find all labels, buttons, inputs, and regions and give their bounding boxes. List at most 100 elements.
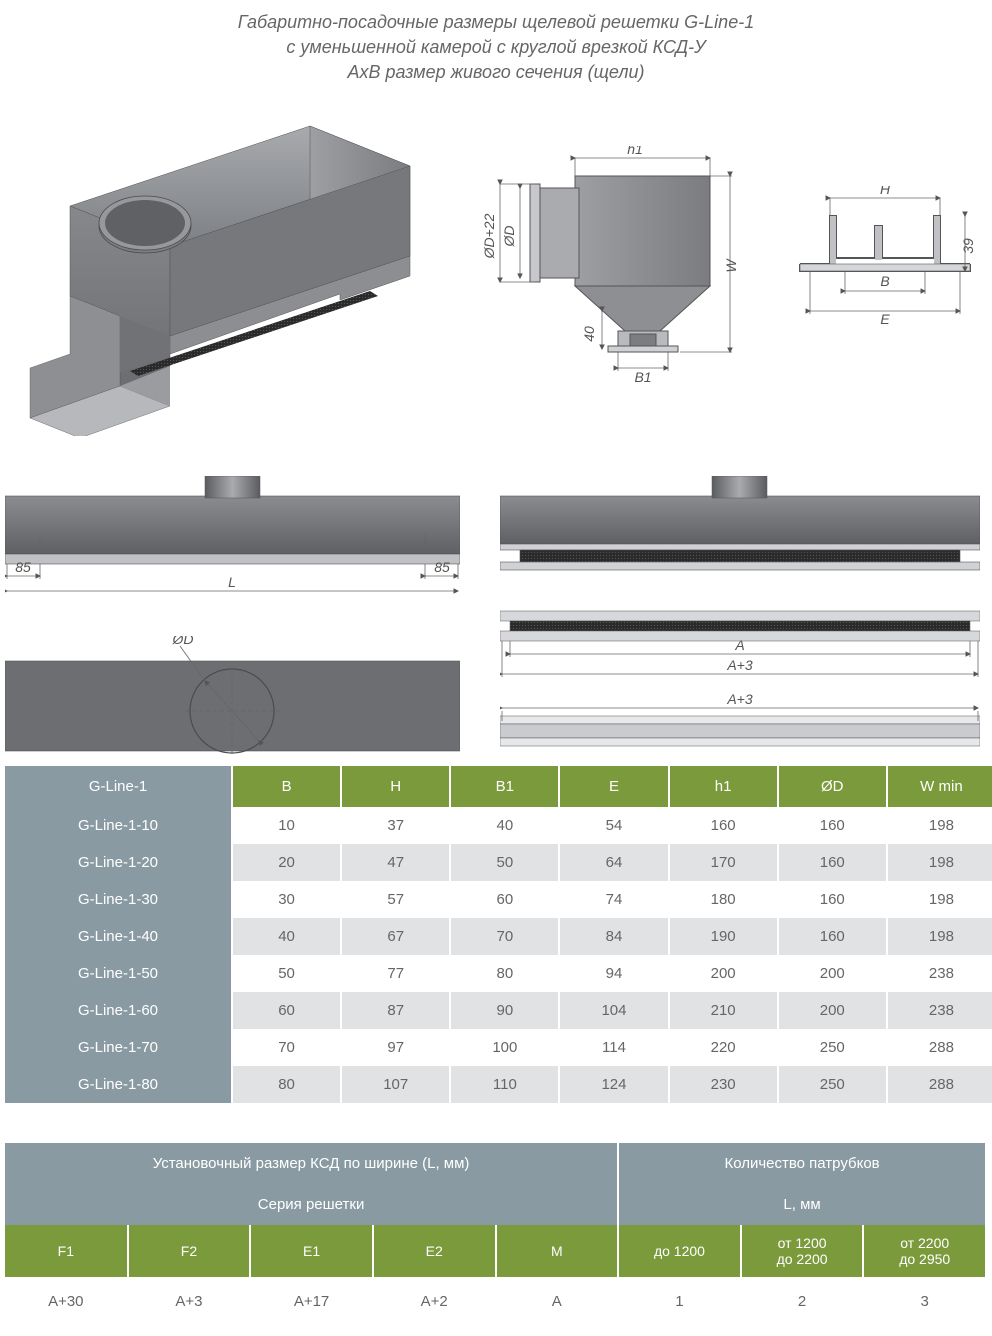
table-cell: 30 (232, 881, 341, 918)
dim-40: 40 (581, 326, 597, 342)
table2-col-header: F2 (128, 1225, 251, 1277)
dim-85a: 85 (15, 559, 31, 575)
dim-b1: B1 (634, 369, 651, 385)
dim-H: H (880, 186, 891, 197)
table-cell: 20 (232, 844, 341, 881)
dimensions-table: G-Line-1 B H B1 E h1 ØD W min G-Line-1-1… (5, 766, 992, 1103)
table-cell: 250 (778, 1029, 887, 1066)
table-cell: 198 (887, 807, 992, 844)
dim-A3a: A+3 (726, 657, 753, 673)
t1h4: E (559, 766, 668, 807)
dim-w: W (723, 257, 739, 272)
table-cell: 80 (450, 955, 559, 992)
table-cell: 10 (232, 807, 341, 844)
table-cell: 3 (863, 1277, 986, 1326)
table-cell: 198 (887, 881, 992, 918)
table-cell: G-Line-1-30 (5, 881, 232, 918)
isometric-view (10, 116, 430, 436)
table1-header-row: G-Line-1 B H B1 E h1 ØD W min (5, 766, 992, 807)
table-cell: 110 (450, 1066, 559, 1103)
table-cell: 70 (450, 918, 559, 955)
dim-A: A (734, 637, 744, 653)
table-cell: 160 (669, 807, 778, 844)
table-cell: 114 (559, 1029, 668, 1066)
t2-top-left: Установочный размер КСД по ширине (L, мм… (5, 1143, 618, 1184)
title-line-2: с уменьшенной камерой с круглой врезкой … (40, 35, 952, 60)
table-row: G-Line-1-2020475064170160198 (5, 844, 992, 881)
t1h1: B (232, 766, 341, 807)
t1h3: B1 (450, 766, 559, 807)
dim-L: L (228, 574, 236, 590)
table-cell: 90 (450, 992, 559, 1029)
table-row: G-Line-1-3030576074180160198 (5, 881, 992, 918)
table-cell: 70 (232, 1029, 341, 1066)
table2-col-header: до 1200 (618, 1225, 741, 1277)
table-cell: 230 (669, 1066, 778, 1103)
table-cell: 160 (778, 881, 887, 918)
table-cell: 124 (559, 1066, 668, 1103)
table-cell: 288 (887, 1066, 992, 1103)
t1h2: H (341, 766, 450, 807)
t1h6: ØD (778, 766, 887, 807)
dim-OD-plan: ØD (172, 636, 194, 647)
table-cell: 54 (559, 807, 668, 844)
table-row: G-Line-1-8080107110124230250288 (5, 1066, 992, 1103)
table2-data-row: A+30A+3A+17A+2A123 (5, 1277, 986, 1326)
dim-39: 39 (960, 238, 976, 254)
table2-col-header: от 2200 до 2950 (863, 1225, 986, 1277)
table-cell: A+3 (128, 1277, 251, 1326)
table-cell: 190 (669, 918, 778, 955)
table-row: G-Line-1-60608790104210200238 (5, 992, 992, 1029)
table-cell: A (496, 1277, 619, 1326)
table-cell: 87 (341, 992, 450, 1029)
dim-B: B (880, 273, 889, 289)
t1h5: h1 (669, 766, 778, 807)
front-elevation: 85 85 L (5, 476, 460, 596)
title-line-1: Габаритно-посадочные размеры щелевой реш… (40, 10, 952, 35)
table-cell: 220 (669, 1029, 778, 1066)
title-line-3: AxB размер живого сечения (щели) (40, 60, 952, 85)
dim-85b: 85 (434, 559, 450, 575)
table-cell: 200 (778, 955, 887, 992)
table-cell: 94 (559, 955, 668, 992)
table-cell: A+2 (373, 1277, 496, 1326)
install-table: Установочный размер КСД по ширине (L, мм… (5, 1143, 987, 1326)
table-cell: 104 (559, 992, 668, 1029)
table-cell: 67 (341, 918, 450, 955)
dim-od22: ØD+22 (481, 213, 497, 259)
table-cell: G-Line-1-50 (5, 955, 232, 992)
table-cell: 2 (741, 1277, 864, 1326)
table-cell: 100 (450, 1029, 559, 1066)
dim-A3b: A+3 (726, 691, 753, 707)
table-cell: A+30 (5, 1277, 128, 1326)
t1h0: G-Line-1 (5, 766, 232, 807)
table-cell: 288 (887, 1029, 992, 1066)
table-cell: G-Line-1-40 (5, 918, 232, 955)
table-cell: 1 (618, 1277, 741, 1326)
table-cell: 200 (669, 955, 778, 992)
table-cell: 64 (559, 844, 668, 881)
table-cell: 198 (887, 844, 992, 881)
front-elevation-right (500, 476, 980, 596)
table-cell: 210 (669, 992, 778, 1029)
table-cell: 40 (450, 807, 559, 844)
table-cell: 250 (778, 1066, 887, 1103)
table-cell: 160 (778, 807, 887, 844)
table-cell: 47 (341, 844, 450, 881)
table-cell: 170 (669, 844, 778, 881)
table-row: G-Line-1-4040677084190160198 (5, 918, 992, 955)
table-row: G-Line-1-1010374054160160198 (5, 807, 992, 844)
table-cell: G-Line-1-70 (5, 1029, 232, 1066)
t1h7: W min (887, 766, 992, 807)
table-cell: G-Line-1-60 (5, 992, 232, 1029)
table-cell: G-Line-1-10 (5, 807, 232, 844)
table2-col-header: F1 (5, 1225, 128, 1277)
table2-col-header: от 1200 до 2200 (741, 1225, 864, 1277)
table-cell: 40 (232, 918, 341, 955)
table-row: G-Line-1-5050778094200200238 (5, 955, 992, 992)
t2-top-right: Количество патрубков (618, 1143, 986, 1184)
table-cell: 198 (887, 918, 992, 955)
table-cell: 37 (341, 807, 450, 844)
table-cell: 180 (669, 881, 778, 918)
table-cell: 97 (341, 1029, 450, 1066)
